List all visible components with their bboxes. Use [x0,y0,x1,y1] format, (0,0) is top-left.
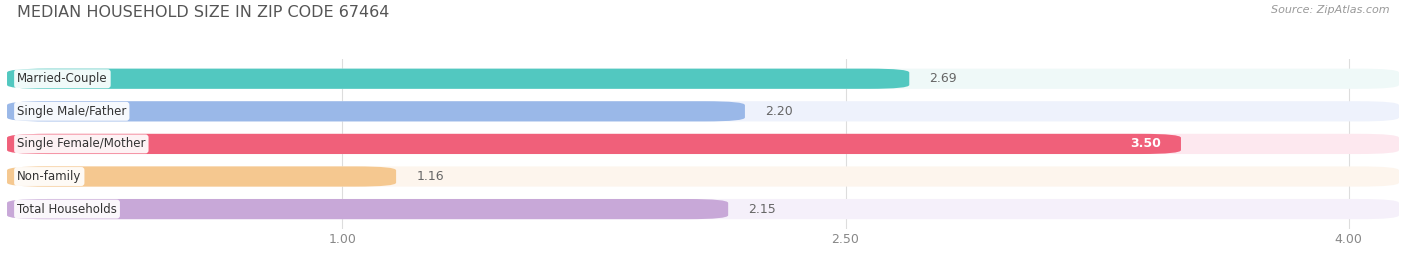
Text: Single Female/Mother: Single Female/Mother [17,137,146,150]
FancyBboxPatch shape [7,199,1399,219]
Text: Non-family: Non-family [17,170,82,183]
FancyBboxPatch shape [7,134,1181,154]
Text: Single Male/Father: Single Male/Father [17,105,127,118]
Text: 1.16: 1.16 [416,170,444,183]
FancyBboxPatch shape [7,199,728,219]
Text: Married-Couple: Married-Couple [17,72,108,85]
Text: 2.20: 2.20 [765,105,793,118]
FancyBboxPatch shape [7,69,1399,89]
FancyBboxPatch shape [7,101,1399,121]
FancyBboxPatch shape [7,167,1399,187]
FancyBboxPatch shape [7,69,910,89]
FancyBboxPatch shape [7,134,1399,154]
Text: Source: ZipAtlas.com: Source: ZipAtlas.com [1271,5,1389,15]
FancyBboxPatch shape [7,101,745,121]
Text: MEDIAN HOUSEHOLD SIZE IN ZIP CODE 67464: MEDIAN HOUSEHOLD SIZE IN ZIP CODE 67464 [17,5,389,20]
Text: Total Households: Total Households [17,203,117,215]
Text: 2.15: 2.15 [748,203,776,215]
FancyBboxPatch shape [7,167,396,187]
Text: 3.50: 3.50 [1130,137,1161,150]
Text: 2.69: 2.69 [929,72,957,85]
